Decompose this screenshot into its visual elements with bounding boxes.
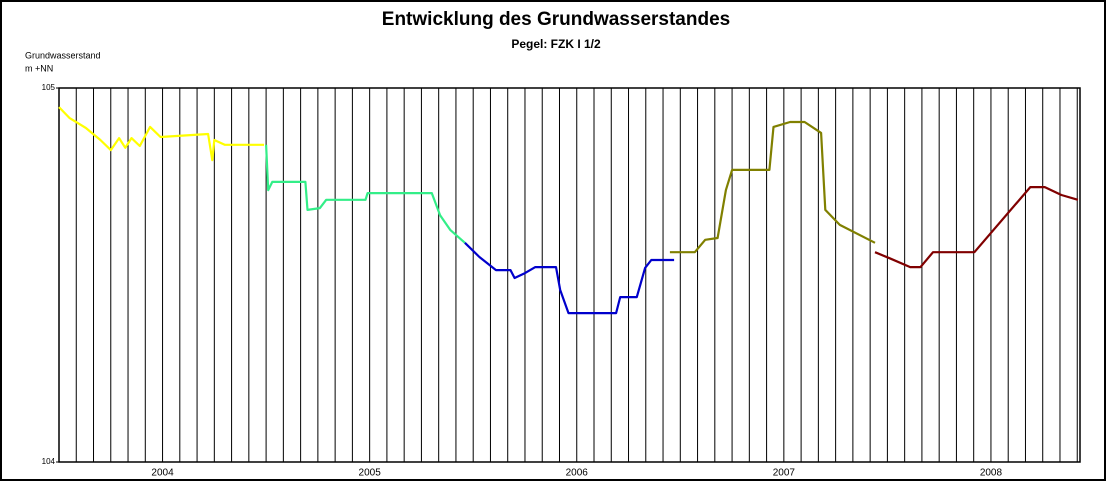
data-line: [669, 120, 876, 254]
plot-area: [58, 87, 1081, 463]
chart-subtitle: Pegel: FZK I 1/2: [511, 37, 601, 51]
x-tick-label: 2005: [359, 468, 382, 479]
data-line: [58, 106, 264, 162]
y-axis-label: Grundwasserstand: [25, 50, 101, 60]
x-tick-label: 2007: [773, 468, 796, 479]
y-tick-label: 105: [42, 83, 56, 92]
x-tick-label: 2006: [566, 468, 589, 479]
y-tick-label: 104: [42, 457, 56, 466]
y-axis-unit: m +NN: [25, 63, 53, 73]
data-line: [464, 242, 675, 315]
data-line: [265, 144, 466, 244]
data-line: [874, 186, 1079, 269]
chart-title: Entwicklung des Grundwasserstandes: [382, 9, 730, 30]
x-tick-label: 2004: [151, 468, 174, 479]
x-tick-label: 2008: [980, 468, 1003, 479]
